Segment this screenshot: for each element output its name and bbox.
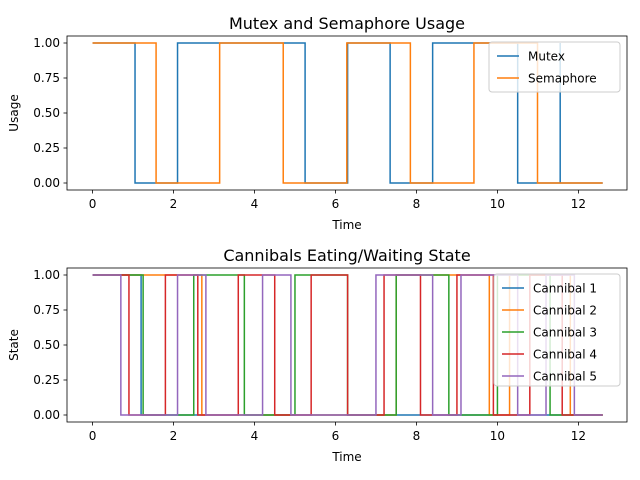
c0-ytick-label: 1.00 <box>33 36 60 50</box>
c0-ytick-label: 0.25 <box>33 141 60 155</box>
c0-ytick-label: 0.50 <box>33 106 60 120</box>
c1-xtick-label: 12 <box>571 429 586 443</box>
c0-legend-label: Mutex <box>528 50 565 64</box>
c1-legend-label: Cannibal 5 <box>533 370 597 384</box>
c1-legend-label: Cannibal 1 <box>533 282 597 296</box>
c1-xtick-label: 6 <box>332 429 340 443</box>
c1-title: Cannibals Eating/Waiting State <box>223 246 470 265</box>
c1-ytick-label: 0.00 <box>33 408 60 422</box>
c1-x-axis-label: Time <box>331 450 361 464</box>
c1-ytick-label: 0.50 <box>33 338 60 352</box>
c0-xtick-label: 8 <box>413 197 421 211</box>
c0-xtick-label: 0 <box>89 197 97 211</box>
c1-ytick-label: 1.00 <box>33 268 60 282</box>
c0-xtick-label: 2 <box>170 197 178 211</box>
c1-xtick-label: 2 <box>170 429 178 443</box>
c0-xtick-label: 6 <box>332 197 340 211</box>
c1-y-axis-label: State <box>7 329 21 361</box>
c0-legend-label: Semaphore <box>528 72 597 86</box>
c1-legend-label: Cannibal 4 <box>533 348 597 362</box>
c0-xtick-label: 12 <box>571 197 586 211</box>
c0-xtick-label: 10 <box>490 197 505 211</box>
c0-legend: Mutex Semaphore <box>488 41 621 93</box>
c1-ytick-label: 0.75 <box>33 303 60 317</box>
c1-legend-label: Cannibal 2 <box>533 304 597 318</box>
c1-xtick-label: 4 <box>251 429 259 443</box>
c1-xtick-label: 0 <box>89 429 97 443</box>
c1-legend-label: Cannibal 3 <box>533 326 597 340</box>
c1-legend: Cannibal 1 Cannibal 2 Cannibal 3 Cannibal 4… <box>493 273 621 387</box>
c0-xtick-label: 4 <box>251 197 259 211</box>
c1-xtick-label: 10 <box>490 429 505 443</box>
chart-cannibals-state: Cannibals Eating/Waiting State 0 2 4 6 8 10 12 0… <box>7 246 628 464</box>
chart-mutex-semaphore: Mutex and Semaphore Usage 0 2 4 6 8 10 12 0.00 0.… <box>7 14 628 232</box>
c1-xtick-label: 8 <box>413 429 421 443</box>
c0-legend-box <box>488 41 621 93</box>
c0-x-axis-label: Time <box>331 218 361 232</box>
c1-ytick-label: 0.25 <box>33 373 60 387</box>
c0-title: Mutex and Semaphore Usage <box>229 14 465 33</box>
c0-ytick-label: 0.75 <box>33 71 60 85</box>
c1-series-line-5 <box>92 274 603 416</box>
c0-ytick-label: 0.00 <box>33 176 60 190</box>
c0-y-axis-label: Usage <box>7 94 21 131</box>
c1-legend-box <box>493 273 621 387</box>
